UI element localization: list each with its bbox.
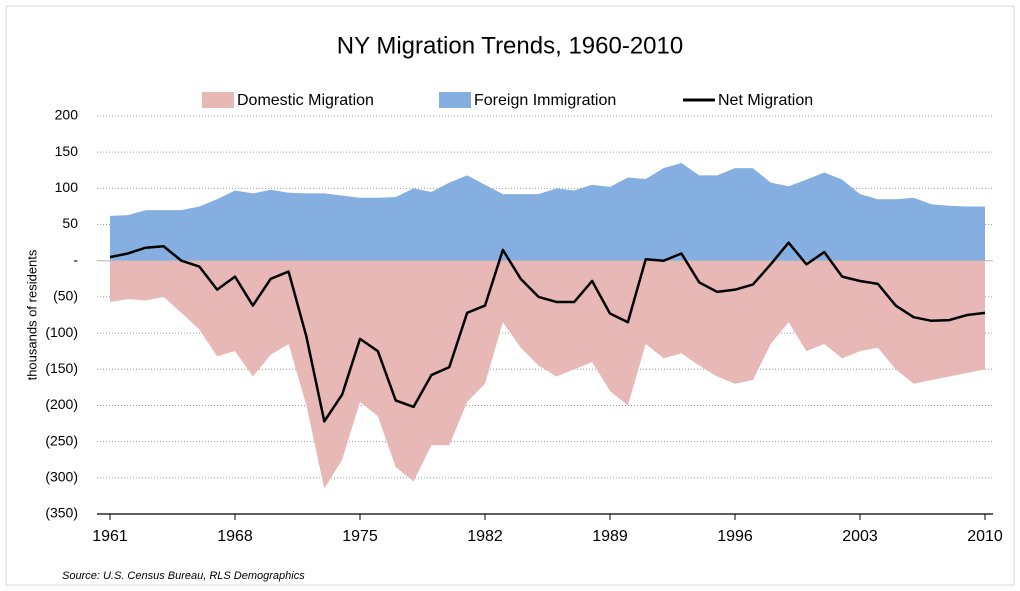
x-tick-label: 2010 — [967, 528, 1003, 545]
y-tick-label: (250) — [45, 432, 78, 448]
x-tick-label: 1989 — [592, 528, 628, 545]
line — [109, 241, 986, 423]
y-tick-label: - — [73, 251, 78, 267]
x-tick-label: 1982 — [467, 528, 503, 545]
y-tick-label: 50 — [62, 215, 78, 231]
x-tick-label: 1968 — [217, 528, 253, 545]
y-tick-label: (100) — [45, 324, 78, 340]
legend-label: Net Migration — [718, 92, 813, 109]
x-tick-label: 2003 — [842, 528, 878, 545]
area — [110, 163, 985, 261]
legend-swatch — [202, 92, 234, 108]
y-tick-label: 200 — [55, 107, 79, 123]
y-tick-label: 150 — [55, 143, 79, 159]
legend-label: Foreign Immigration — [474, 92, 616, 109]
y-tick-label: 100 — [55, 179, 79, 195]
y-tick-label: (300) — [45, 469, 78, 485]
legend-swatch — [439, 92, 471, 108]
legend-label: Domestic Migration — [237, 92, 374, 109]
chart-title: NY Migration Trends, 1960-2010 — [337, 32, 683, 59]
x-tick-label: 1996 — [717, 528, 753, 545]
source-note: Source: U.S. Census Bureau, RLS Demograp… — [62, 570, 305, 582]
y-tick-label: (200) — [45, 396, 78, 412]
y-axis-label: thousands of residents — [24, 249, 39, 380]
area — [110, 260, 985, 489]
x-tick-label: 1961 — [92, 528, 128, 545]
x-tick-label: 1975 — [342, 528, 378, 545]
y-tick-label: (50) — [53, 288, 78, 304]
y-tick-label: (350) — [45, 505, 78, 521]
y-tick-label: (150) — [45, 360, 78, 376]
